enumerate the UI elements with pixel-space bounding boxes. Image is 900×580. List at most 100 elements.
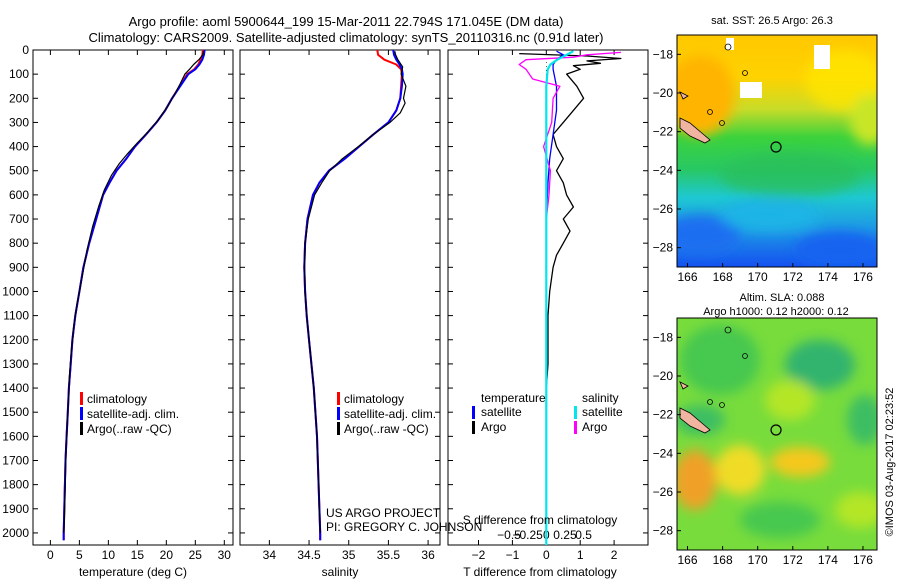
depth-tick-label: 200 (9, 91, 29, 105)
map-y-tick-label: −28 (653, 241, 674, 255)
difference-x-axis: −2 −1 0 1 2−0.5−0.25 0 0.250.5 (472, 50, 618, 562)
sst-map-axes: 166 168 170 172 174 176 −18 −20 −22 −24 −26 −28 (653, 47, 874, 284)
legend-label-s-argo: Argo (582, 420, 608, 434)
sla-map-axes: 166 168 170 172 174 176 −18 −20 −22 −24 −26 −28 (653, 330, 874, 567)
series-line-satellite-adj-clim (62, 49, 206, 541)
salinity-x-axis: 34 34.5 35 35.5 36 (263, 50, 435, 562)
legend-swatch-s-satellite (574, 406, 577, 419)
legend-label-climatology: climatology (87, 392, 147, 406)
legend-swatch-t-satellite (472, 406, 475, 419)
x-tick-label: 2 (611, 548, 618, 562)
series-line-temperature-argo (519, 52, 622, 533)
t-difference-label: T difference from climatology (463, 565, 617, 579)
x2-tick-label: 0.25 (553, 528, 577, 542)
x-tick-label: 0 (47, 548, 54, 562)
temperature-x-axis: 0 5 10 15 20 25 30 (47, 50, 231, 562)
salinity-series (303, 49, 407, 541)
x-tick-label: 36 (421, 548, 435, 562)
sst-profile-marker (770, 141, 782, 153)
depth-tick-label: 1000 (2, 284, 29, 298)
map-y-tick-label: −26 (653, 202, 674, 216)
depth-tick-label: 1400 (2, 381, 29, 395)
depth-tick-label: 900 (9, 260, 29, 274)
sst-map: sat. SST: 26.5 Argo: 26.3 166 (653, 15, 878, 284)
legend-label-climatology: climatology (344, 392, 404, 406)
map-x-tick-label: 168 (713, 270, 733, 284)
pi-label: PI: GREGORY C. JOHNSON (326, 520, 482, 534)
temperature-xlabel: temperature (deg C) (79, 565, 187, 579)
x2-tick-label: 0.5 (575, 528, 592, 542)
sla-map: Altim. SLA: 0.088 Argo h1000: 0.12 h2000… (653, 292, 878, 567)
depth-tick-label: 1700 (2, 453, 29, 467)
series-line-salinity-argo (518, 51, 621, 533)
depth-tick-label: 300 (9, 115, 29, 129)
depth-tick-label: 1600 (2, 429, 29, 443)
x-tick-label: 15 (131, 548, 145, 562)
map-y-tick-label: −18 (653, 47, 674, 61)
x-tick-label: 20 (160, 548, 174, 562)
s-difference-label: S difference from climatology (463, 513, 618, 527)
series-line-argo-raw-qc (303, 51, 407, 533)
legend-swatch-t-argo (472, 421, 475, 434)
x-tick-label: 34.5 (297, 548, 321, 562)
legend-swatch-satellite (337, 407, 340, 420)
depth-tick-label: 100 (9, 67, 29, 81)
x-tick-label: 5 (76, 548, 83, 562)
temperature-legend: climatology satellite-adj. clim. Argo(..… (80, 392, 179, 436)
depth-tick-label: 1800 (2, 478, 29, 492)
depth-tick-label: 500 (9, 164, 29, 178)
depth-tick-label: 1500 (2, 405, 29, 419)
x-tick-label: 1 (577, 548, 584, 562)
sla-field (677, 318, 877, 550)
legend-heading-salinity: salinity (582, 391, 619, 405)
x-tick-label: 25 (189, 548, 203, 562)
sla-profile-marker (770, 424, 782, 436)
x-tick-label: 30 (218, 548, 232, 562)
sst-field (677, 35, 877, 267)
series-line-salinity-satellite (545, 50, 574, 545)
map-x-tick-label: 170 (748, 270, 768, 284)
sla-map-title-2: Argo h1000: 0.12 h2000: 0.12 (703, 306, 849, 318)
title-line2: Climatology: CARS2009. Satellite-adjuste… (89, 30, 604, 45)
legend-swatch-argo (337, 422, 340, 435)
salinity-legend: climatology satellite-adj. clim. Argo(..… (337, 392, 436, 436)
sst-map-title: sat. SST: 26.5 Argo: 26.3 (711, 15, 833, 27)
title-line1: Argo profile: aoml 5900644_199 15-Mar-20… (129, 14, 564, 29)
temperature-series (62, 49, 206, 541)
legend-swatch-climatology (80, 392, 83, 405)
map-x-tick-label: 176 (853, 553, 873, 567)
difference-plot-frame (447, 49, 649, 546)
map-x-tick-label: 170 (748, 553, 768, 567)
difference-legend: temperature satellite Argo salinity sate… (472, 391, 623, 434)
x-tick-label: −2 (472, 548, 486, 562)
sla-map-title-1: Altim. SLA: 0.088 (740, 292, 825, 304)
depth-tick-label: 700 (9, 212, 29, 226)
map-y-tick-label: −18 (653, 330, 674, 344)
map-y-tick-label: −24 (653, 163, 674, 177)
series-line-temperature-satellite (545, 50, 564, 533)
map-y-tick-label: −26 (653, 485, 674, 499)
depth-tick-label: 1200 (2, 333, 29, 347)
depth-tick-label: 1100 (3, 309, 29, 323)
map-x-tick-label: 168 (713, 553, 733, 567)
map-x-tick-label: 166 (678, 553, 698, 567)
map-x-tick-label: 174 (818, 270, 838, 284)
x-tick-label: 10 (102, 548, 116, 562)
legend-label-argo: Argo(..raw -QC) (344, 422, 429, 436)
depth-axis: 0 100 200 300 400 500 600 700 800 900 1000 1100 1200… (2, 43, 648, 540)
legend-swatch-s-argo (574, 421, 577, 434)
legend-label-argo: Argo(..raw -QC) (87, 422, 172, 436)
map-y-tick-label: −20 (653, 369, 674, 383)
map-x-tick-label: 166 (678, 270, 698, 284)
depth-tick-label: 1300 (2, 357, 29, 371)
salinity-plot-frame (239, 49, 441, 546)
salinity-plot: 34 34.5 35 35.5 36 salinity climatology sate… (263, 49, 482, 579)
x-tick-label: 35.5 (377, 548, 401, 562)
x-tick-label: 0 (543, 548, 550, 562)
map-y-tick-label: −22 (653, 125, 674, 139)
legend-label-t-satellite: satellite (481, 405, 522, 419)
legend-label-t-argo: Argo (481, 420, 507, 434)
legend-heading-temperature: temperature (481, 391, 546, 405)
difference-series (518, 50, 622, 545)
